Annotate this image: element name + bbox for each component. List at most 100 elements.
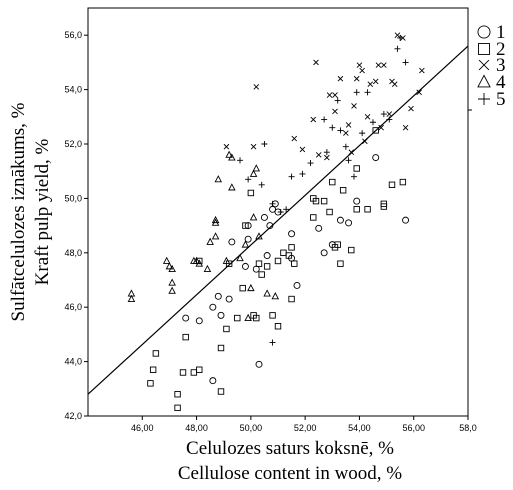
point-series-2 (255, 260, 263, 267)
point-series-3 (343, 130, 349, 136)
point-series-3 (315, 152, 322, 158)
point-series-3 (359, 67, 365, 74)
point-series-2 (274, 257, 282, 265)
legend-marker-2 (478, 43, 490, 55)
point-series-2 (179, 369, 187, 376)
point-series-5 (321, 116, 328, 123)
point-series-4 (127, 294, 136, 302)
point-series-5 (359, 130, 366, 137)
point-series-4 (249, 213, 258, 221)
point-series-5 (380, 111, 387, 118)
point-series-2 (380, 203, 388, 210)
point-series-1 (209, 377, 217, 385)
point-series-5 (261, 140, 268, 148)
point-series-2 (353, 165, 360, 172)
point-series-3 (345, 122, 352, 128)
point-series-3 (351, 103, 357, 109)
point-series-2 (196, 366, 203, 373)
point-series-4 (252, 164, 261, 172)
point-series-1 (372, 154, 380, 162)
point-series-5 (337, 127, 344, 134)
point-series-3 (416, 89, 422, 96)
x-tick-label: 56,00 (402, 423, 425, 433)
point-series-3 (348, 149, 355, 155)
point-series-1 (315, 224, 323, 232)
point-series-3 (356, 62, 363, 68)
point-series-1 (214, 292, 222, 300)
point-series-5 (245, 176, 252, 183)
point-series-4 (228, 183, 236, 191)
point-series-2 (190, 369, 198, 376)
point-series-2 (353, 206, 360, 213)
data-points (127, 32, 425, 412)
point-series-2 (399, 178, 407, 186)
point-series-2 (364, 206, 371, 213)
point-series-5 (394, 45, 401, 52)
point-series-2 (310, 214, 317, 221)
point-series-2 (174, 404, 181, 412)
point-series-1 (345, 219, 353, 227)
legend-label-1: 1 (496, 22, 506, 43)
point-series-5 (397, 34, 404, 41)
point-series-1 (260, 213, 268, 221)
point-series-1 (263, 252, 271, 259)
point-series-1 (288, 230, 296, 238)
point-series-3 (291, 135, 298, 142)
point-series-3 (332, 108, 338, 115)
point-series-2 (291, 260, 298, 267)
x-tick-label: 50,00 (240, 423, 263, 433)
point-series-5 (323, 149, 330, 156)
point-series-2 (239, 284, 246, 292)
point-series-2 (288, 295, 295, 303)
point-series-1 (353, 197, 361, 205)
point-series-2 (242, 222, 249, 229)
point-series-3 (313, 59, 319, 66)
point-series-2 (253, 314, 260, 322)
point-series-3 (367, 81, 374, 87)
point-series-1 (320, 249, 328, 257)
y-tick-label: 54,0 (64, 85, 82, 95)
point-series-1 (252, 265, 260, 273)
point-series-2 (182, 333, 189, 341)
point-series-3 (375, 62, 382, 68)
point-series-2 (174, 391, 181, 398)
point-series-2 (217, 344, 225, 352)
point-series-5 (236, 157, 244, 164)
point-series-1 (195, 317, 203, 325)
point-series-5 (283, 206, 290, 213)
x-tick-label: 46,00 (131, 423, 154, 433)
point-series-2 (152, 350, 160, 357)
point-series-4 (211, 232, 220, 240)
point-series-1 (241, 262, 249, 270)
point-series-2 (217, 388, 225, 395)
point-series-3 (378, 124, 384, 131)
point-series-2 (285, 252, 293, 259)
point-series-3 (310, 116, 317, 123)
point-series-1 (293, 281, 301, 289)
point-series-1 (255, 360, 263, 368)
point-series-1 (209, 303, 217, 311)
point-series-4 (211, 215, 220, 224)
point-series-1 (266, 222, 274, 230)
point-series-2 (329, 178, 336, 186)
point-series-3 (326, 92, 333, 98)
point-series-4 (206, 237, 214, 245)
point-series-5 (350, 173, 358, 180)
y-tick-label: 52,0 (64, 139, 82, 149)
point-series-4 (162, 256, 171, 264)
point-series-4 (127, 289, 136, 297)
point-series-5 (402, 59, 409, 66)
point-series-5 (307, 160, 314, 167)
point-series-3 (250, 143, 257, 150)
point-series-2 (280, 249, 287, 257)
point-series-2 (147, 380, 154, 387)
point-series-1 (225, 295, 233, 303)
point-series-2 (288, 244, 295, 251)
point-series-2 (269, 312, 276, 319)
point-series-4 (165, 262, 174, 270)
point-series-4 (195, 259, 204, 267)
point-series-2 (274, 323, 282, 330)
point-series-2 (334, 241, 341, 248)
